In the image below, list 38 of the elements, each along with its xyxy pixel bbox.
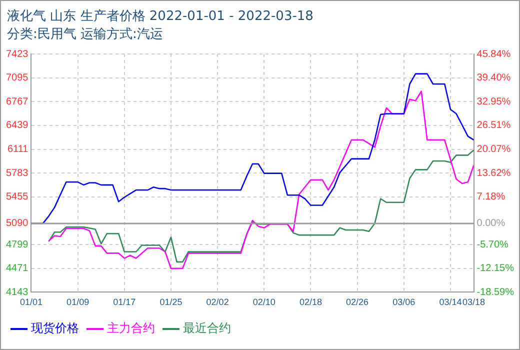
y-tick-label: 6111 xyxy=(7,144,29,156)
y-tick-label: 5783 xyxy=(6,168,29,179)
y-tick-label: 6767 xyxy=(6,96,29,108)
legend-label: 最近合约 xyxy=(183,321,231,336)
y-tick-label: 5455 xyxy=(6,192,29,203)
y-tick-label: 7095 xyxy=(6,72,29,84)
chart-title: 液化气 山东 生产者价格 2022-01-01 - 2022-03-18 xyxy=(7,8,314,25)
y2-tick-label: 7.18% xyxy=(476,192,506,203)
chart-subtitle: 分类:民用气 运输方式:汽运 xyxy=(7,26,163,43)
x-tick-label: 03/06 xyxy=(392,297,416,308)
y2-tick-label: 39.40% xyxy=(476,72,511,84)
x-tick-label: 01/01 xyxy=(20,297,43,308)
legend-label: 主力合约 xyxy=(107,321,155,336)
x-tick-label: 01/25 xyxy=(160,297,182,308)
x-tick-label: 02/02 xyxy=(206,297,229,308)
y2-tick-label: -5.70% xyxy=(476,239,509,250)
y2-tick-label: 45.84% xyxy=(476,48,511,60)
y-tick-label: 5090 xyxy=(6,218,29,230)
y2-tick-label: 26.51% xyxy=(476,120,511,132)
x-tick-label: 02/10 xyxy=(252,297,276,308)
y-tick-label: 6439 xyxy=(6,120,29,132)
y2-tick-label: -12.15% xyxy=(476,263,514,274)
y2-tick-label: 20.07% xyxy=(476,144,511,156)
y2-tick-label: 13.62% xyxy=(476,168,511,179)
y-tick-label: 4471 xyxy=(6,263,29,274)
x-tick-label: 02/18 xyxy=(299,297,322,308)
y2-tick-label: 0.00% xyxy=(476,218,506,230)
y-tick-label: 7423 xyxy=(6,48,29,60)
x-tick-label: 01/17 xyxy=(113,297,136,308)
x-tick-label: 02/26 xyxy=(346,297,369,308)
x-tick-label: 03/14 xyxy=(439,297,462,308)
y-tick-label: 4799 xyxy=(6,239,29,250)
y2-tick-label: 32.95% xyxy=(476,96,511,108)
y2-tick-label: -18.59% xyxy=(476,286,514,298)
y-tick-label: 4143 xyxy=(6,286,29,298)
x-tick-label: 01/09 xyxy=(66,297,90,308)
legend-label: 现货价格 xyxy=(31,321,79,336)
x-tick-label: 03/18 xyxy=(462,297,486,308)
